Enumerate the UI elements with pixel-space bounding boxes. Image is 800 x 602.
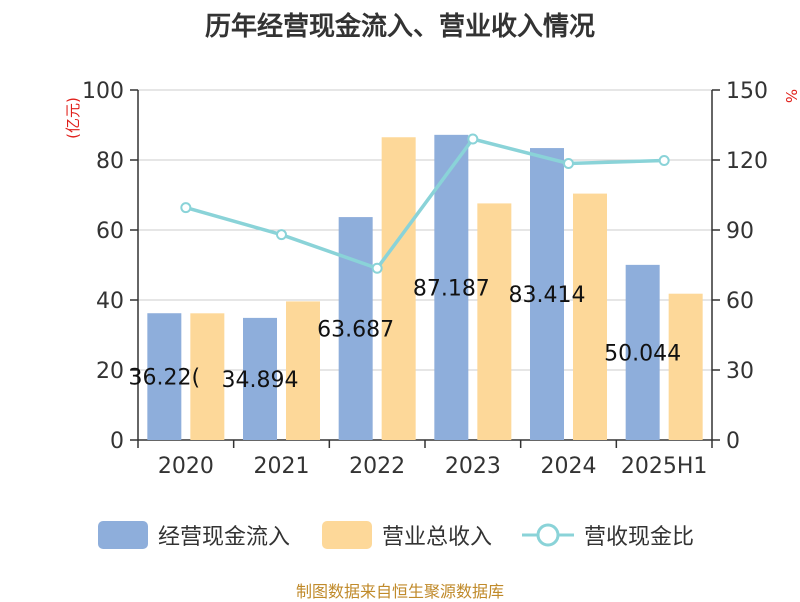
- bar-cash-inflow-1: [243, 317, 277, 440]
- legend-label-ratio: 营收现金比: [584, 525, 695, 550]
- y-right-tick-label-5: 150: [726, 79, 768, 104]
- y-left-tick-label-5: 100: [82, 79, 124, 104]
- ratio-point-1: [276, 229, 287, 241]
- y-right-tick-label-0: 0: [726, 429, 740, 454]
- bar-cash-inflow-4: [530, 148, 564, 440]
- legend-item-cash-inflow[interactable]: 经营现金流入: [98, 512, 290, 558]
- data-label-cash-inflow-3: 87.187: [413, 276, 490, 301]
- data-label-cash-inflow-4: 83.414: [509, 283, 586, 308]
- legend-item-ratio[interactable]: 营收现金比: [522, 512, 694, 558]
- ratio-line: [185, 137, 665, 271]
- x-tick-label-3: 2023: [445, 454, 501, 479]
- data-label-cash-inflow-5: 50.044: [604, 341, 681, 366]
- footer-source: 制图数据来自恒生聚源数据库: [295, 582, 504, 601]
- y-left-tick-label-3: 60: [96, 219, 124, 244]
- y-left-unit-label: (亿元): [64, 97, 82, 139]
- bar-revenue-0: [190, 313, 225, 440]
- y-left-tick-label-1: 20: [96, 359, 124, 384]
- legend-line-marker-icon: [522, 523, 574, 547]
- legend: 经营现金流入 营业总收入 营收现金比: [0, 512, 800, 558]
- x-tick-label-4: 2024: [541, 454, 597, 479]
- y-right-tick-label-2: 60: [726, 289, 754, 314]
- legend-item-revenue[interactable]: 营业总收入: [322, 512, 492, 558]
- grid-layer: [138, 89, 712, 371]
- y-left-tick-label-4: 80: [96, 149, 124, 174]
- y-right-tick-label-3: 90: [726, 219, 754, 244]
- y-right-tick-label-4: 120: [726, 149, 768, 174]
- x-tick-label-2: 2022: [349, 454, 405, 479]
- bar-cash-inflow-0: [147, 313, 182, 440]
- bar-revenue-2: [381, 137, 416, 440]
- legend-label-revenue: 营业总收入: [382, 525, 493, 550]
- y-right-tick-label-1: 30: [726, 359, 754, 384]
- data-label-cash-inflow-1: 34.894: [222, 368, 299, 393]
- bar-revenue-1: [286, 301, 320, 440]
- legend-swatch-revenue: [322, 521, 372, 549]
- y-left-tick-label-2: 40: [96, 289, 124, 314]
- legend-label-cash-inflow: 经营现金流入: [158, 525, 291, 550]
- x-tick-label-0: 2020: [158, 454, 214, 479]
- bar-cash-inflow-2: [338, 217, 373, 440]
- bar-revenue-5: [668, 293, 703, 440]
- label-layer: 36.22( 34.894 63.687 87.187 83.414 50.044: [129, 276, 682, 393]
- x-tick-label-5: 2025H1: [621, 454, 708, 479]
- ratio-point-4: [563, 158, 574, 169]
- bar-revenue-3: [477, 203, 512, 440]
- legend-swatch-cash-inflow: [98, 521, 148, 549]
- bar-revenue-4: [573, 193, 607, 440]
- data-label-cash-inflow-0: 36.22(: [129, 366, 201, 391]
- chart-title: 历年经营现金流入、营业收入情况: [204, 12, 595, 42]
- y-right-unit-label: %: [782, 89, 800, 103]
- ratio-point-3: [467, 133, 479, 145]
- ratio-point-2: [371, 262, 383, 274]
- y-left-tick-label-0: 0: [110, 429, 124, 454]
- data-label-cash-inflow-2: 63.687: [317, 318, 394, 343]
- bar-cash-inflow-5: [625, 264, 660, 440]
- line-layer: [180, 133, 670, 274]
- axis-layer: 0 20 40 60 80 100 0 30 60 90 120 150 (亿元)% 2020 2021 20…: [64, 79, 800, 479]
- ratio-point-5: [658, 154, 670, 166]
- ratio-point-0: [180, 202, 192, 214]
- x-tick-label-1: 2021: [254, 454, 310, 479]
